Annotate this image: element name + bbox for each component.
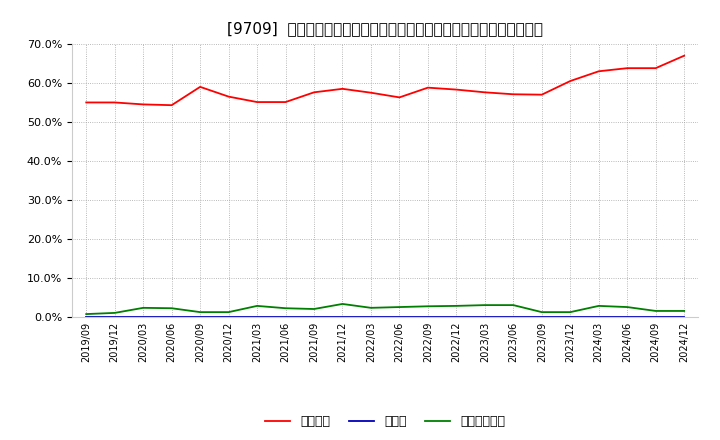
自己資本 <box>196 84 204 89</box>
自己資本 <box>566 78 575 84</box>
繰延税金資産 <box>480 302 489 308</box>
繰延税金資産 <box>423 304 432 309</box>
のれん <box>139 314 148 319</box>
のれん <box>452 314 461 319</box>
Title: [9709]  自己資本、のれん、繰延税金資産の総資産に対する比率の推移: [9709] 自己資本、のれん、繰延税金資産の総資産に対する比率の推移 <box>228 21 543 36</box>
のれん <box>282 314 290 319</box>
自己資本 <box>225 94 233 99</box>
自己資本 <box>595 69 603 74</box>
繰延税金資産 <box>623 304 631 310</box>
繰延税金資産 <box>139 305 148 311</box>
繰延税金資産 <box>253 303 261 308</box>
自己資本 <box>310 90 318 95</box>
のれん <box>338 314 347 319</box>
自己資本 <box>139 102 148 107</box>
繰延税金資産 <box>509 302 518 308</box>
自己資本 <box>167 103 176 108</box>
繰延税金資産 <box>395 304 404 310</box>
繰延税金資産 <box>452 303 461 308</box>
繰延税金資産 <box>595 303 603 308</box>
繰延税金資産 <box>680 308 688 314</box>
Line: 自己資本: 自己資本 <box>86 56 684 105</box>
のれん <box>167 314 176 319</box>
のれん <box>253 314 261 319</box>
繰延税金資産 <box>225 309 233 315</box>
自己資本 <box>253 99 261 105</box>
自己資本 <box>82 100 91 105</box>
繰延税金資産 <box>652 308 660 314</box>
繰延税金資産 <box>167 306 176 311</box>
のれん <box>509 314 518 319</box>
繰延税金資産 <box>282 306 290 311</box>
のれん <box>537 314 546 319</box>
のれん <box>680 314 688 319</box>
自己資本 <box>652 66 660 71</box>
のれん <box>82 314 91 319</box>
繰延税金資産 <box>537 309 546 315</box>
のれん <box>366 314 375 319</box>
繰延税金資産 <box>310 306 318 312</box>
のれん <box>623 314 631 319</box>
自己資本 <box>623 66 631 71</box>
繰延税金資産 <box>366 305 375 311</box>
のれん <box>595 314 603 319</box>
繰延税金資産 <box>566 309 575 315</box>
のれん <box>395 314 404 319</box>
自己資本 <box>452 87 461 92</box>
自己資本 <box>395 95 404 100</box>
のれん <box>566 314 575 319</box>
のれん <box>310 314 318 319</box>
のれん <box>652 314 660 319</box>
自己資本 <box>366 90 375 95</box>
自己資本 <box>509 92 518 97</box>
自己資本 <box>338 86 347 92</box>
自己資本 <box>680 53 688 59</box>
繰延税金資産 <box>110 310 119 315</box>
繰延税金資産 <box>196 309 204 315</box>
のれん <box>423 314 432 319</box>
自己資本 <box>282 99 290 105</box>
自己資本 <box>480 90 489 95</box>
Legend: 自己資本, のれん, 繰延税金資産: 自己資本, のれん, 繰延税金資産 <box>260 411 510 433</box>
Line: 繰延税金資産: 繰延税金資産 <box>86 304 684 314</box>
繰延税金資産 <box>338 301 347 307</box>
のれん <box>225 314 233 319</box>
自己資本 <box>423 85 432 90</box>
のれん <box>110 314 119 319</box>
自己資本 <box>537 92 546 97</box>
繰延税金資産 <box>82 312 91 317</box>
自己資本 <box>110 100 119 105</box>
のれん <box>480 314 489 319</box>
のれん <box>196 314 204 319</box>
